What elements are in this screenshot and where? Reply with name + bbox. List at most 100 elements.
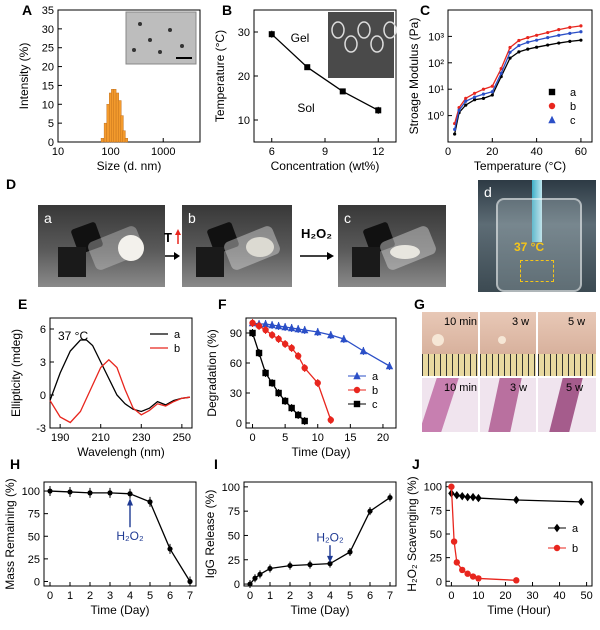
y-tick-label-A: 10 (42, 99, 54, 111)
modulus-curve-a (454, 39, 581, 135)
modulus-point (579, 30, 583, 34)
y-tick-label-E: -3 (36, 423, 46, 435)
legend-marker-a (353, 371, 361, 380)
x-tick-label-I: 2 (287, 590, 293, 602)
data-point (294, 352, 302, 360)
x-axis-label-H: Time (Day) (91, 603, 150, 617)
y-tick-label-H: 75 (28, 509, 40, 521)
data-point (513, 495, 520, 505)
vial-temp-label: 37 °C (514, 240, 545, 254)
histogram-bar (100, 138, 104, 143)
legend-label-b: b (572, 543, 578, 555)
data-point (268, 320, 276, 329)
y-tick-label-H: 0 (34, 576, 40, 588)
x-tick-label-H: 3 (107, 590, 113, 602)
plot-frame-C (447, 9, 593, 143)
data-point (327, 330, 335, 339)
photo-g-top-3 (538, 312, 596, 376)
y-tick-label-A: 0 (48, 137, 54, 149)
plot-frame-H (43, 481, 197, 587)
h2o2-annotation: H₂O₂ (316, 530, 344, 544)
modulus-point (526, 47, 530, 51)
modulus-point (508, 56, 512, 60)
x-axis-label-B: Concentration (wt%) (271, 159, 380, 173)
g-top-label-1: 10 min (444, 316, 478, 328)
gel-blob (118, 235, 144, 261)
y-tick-label-E: 0 (40, 390, 46, 402)
y-axis-label-B: Temperature (°C) (213, 30, 227, 122)
y-axis-label-J: H₂O₂ Scavenging (%) (405, 476, 419, 591)
y-axis-label-F: Degradation (%) (205, 329, 219, 416)
legend-label-b: b (174, 343, 180, 355)
data-point (327, 561, 333, 567)
g-bottom-label-2: 3 w (510, 382, 528, 394)
modulus-point (546, 43, 550, 47)
y-tick-label-J: 0 (436, 576, 442, 588)
syringe (532, 180, 542, 242)
x-tick-label-C: 20 (486, 146, 498, 158)
gel-blob (246, 237, 274, 257)
x-tick-label-E: 190 (51, 432, 69, 444)
data-point (294, 411, 302, 419)
panel-letter-a: A (22, 2, 33, 18)
y-tick-label-C: 10⁰ (427, 111, 444, 123)
pore-outline (357, 21, 371, 39)
data-point (464, 492, 471, 502)
x-axis-label-A: Size (d. nm) (97, 159, 162, 173)
y-axis-label-H: Mass Remaining (%) (3, 478, 17, 589)
data-point (367, 508, 373, 514)
x-axis-label-J: Time (Hour) (487, 603, 551, 617)
particle-dot (132, 48, 136, 52)
x-tick-label-J: 30 (526, 590, 538, 602)
modulus-point (453, 132, 457, 136)
y-tick-label-I: 25 (228, 555, 240, 567)
liquid (390, 245, 420, 259)
legend-label-c: c (570, 115, 576, 127)
modulus-point (490, 84, 494, 88)
support-block (196, 247, 224, 277)
modulus-point (526, 40, 530, 44)
x-tick-label-C: 40 (530, 146, 542, 158)
photo-d-b (182, 205, 292, 287)
data-point (268, 31, 275, 38)
modulus-point (472, 95, 477, 99)
panel-letter-h: H (10, 456, 21, 472)
x-tick-label-J: 50 (580, 590, 592, 602)
histogram-bar (120, 115, 124, 143)
legend-label-a: a (572, 523, 579, 535)
legend-label-b: b (372, 385, 378, 397)
x-tick-label-B: 9 (322, 146, 328, 158)
x-tick-label-H: 2 (87, 590, 93, 602)
data-point (347, 549, 353, 555)
gel-region-label: Gel (291, 31, 310, 45)
data-point (301, 364, 308, 372)
particle-dot (168, 28, 172, 32)
x-tick-label-A: 100 (101, 146, 119, 158)
y-tick-label-J: 50 (430, 529, 442, 541)
data-point (87, 490, 93, 496)
y-tick-label-C: 10¹ (428, 84, 444, 96)
x-tick-label-H: 6 (167, 590, 173, 602)
modulus-point (490, 93, 494, 97)
data-point (255, 322, 263, 330)
legend-label-c: c (372, 399, 378, 411)
data-point (47, 488, 53, 494)
modulus-point (464, 103, 468, 107)
x-tick-label-J: 20 (499, 590, 511, 602)
particle-dot (138, 22, 142, 26)
x-tick-label-A: 10 (52, 146, 64, 158)
g-bottom-label-1: 10 min (444, 382, 478, 394)
degradation-curve-c (251, 332, 306, 422)
g-bottom-label-3: 5 w (566, 382, 584, 394)
data-point (469, 492, 477, 502)
y-tick-label-C: 10² (428, 58, 444, 70)
x-tick-label-I: 5 (347, 590, 353, 602)
data-point (327, 416, 334, 424)
data-point (275, 335, 282, 343)
x-tick-label-H: 7 (187, 590, 193, 602)
modulus-point (568, 31, 572, 35)
photo-d-c (338, 205, 446, 287)
panel-letter-e: E (18, 296, 28, 312)
x-tick-label-E: 210 (92, 432, 110, 444)
